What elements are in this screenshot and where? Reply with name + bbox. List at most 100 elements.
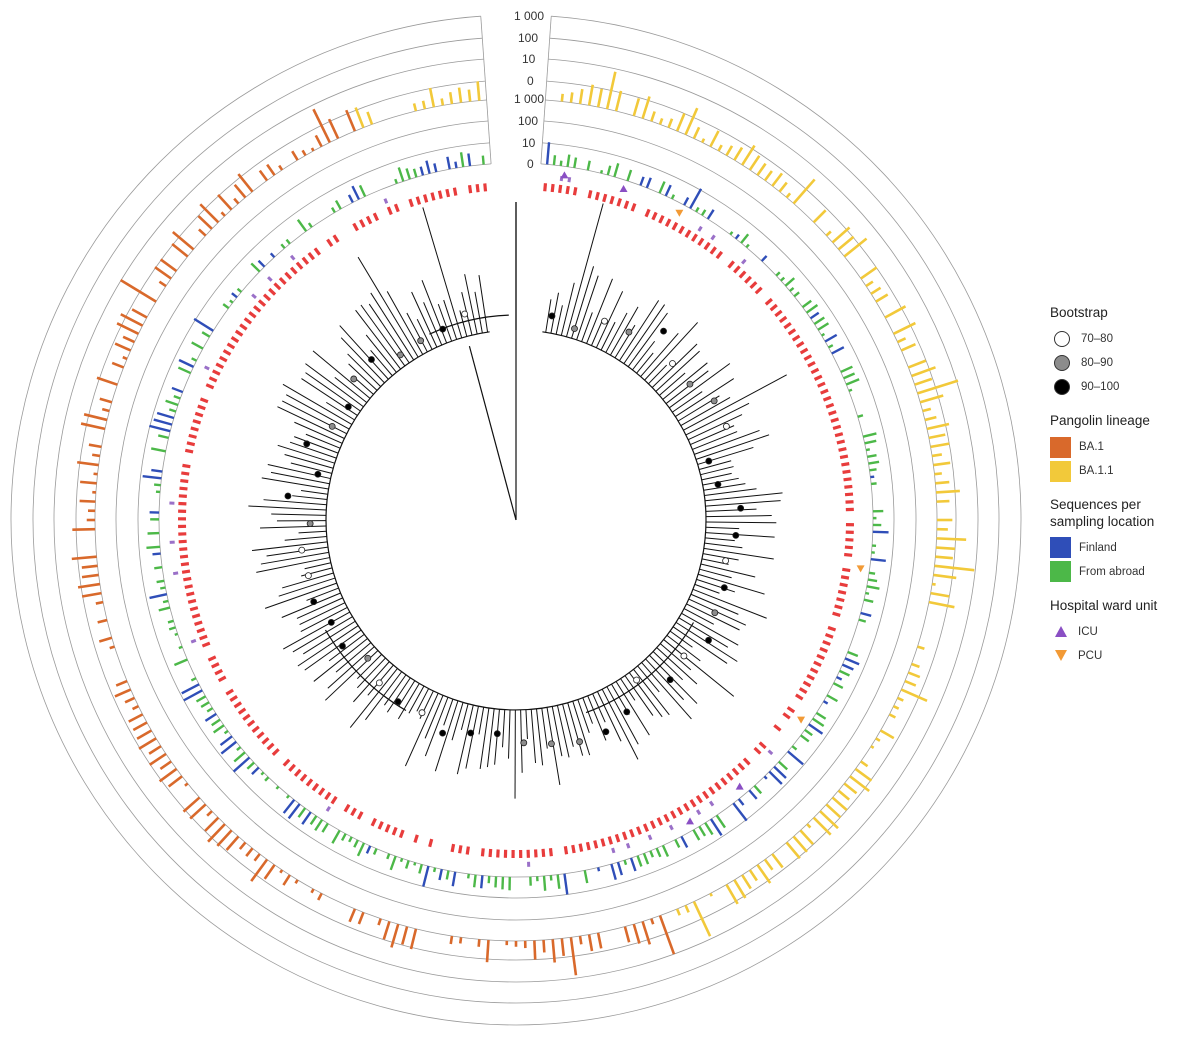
lineage-bar [560,938,566,957]
tree-branch [665,370,709,404]
sampling-bar [467,153,472,167]
strip-tick [178,539,187,544]
strip-tick [689,799,697,808]
tree-branch [267,464,331,480]
strip-tick [408,198,414,208]
tree-branch [590,320,603,346]
inner-scale-labels: 1 000 100 10 0 [514,92,544,171]
lineage-bar [114,342,132,352]
legend-pangolin-title: Pangolin lineage [1050,413,1150,429]
tree-branch [443,699,454,726]
legend-bootstrap: Bootstrap 70–80 80–90 90–100 [1050,305,1195,399]
sampling-bar [734,233,740,240]
sampling-bar [146,545,161,549]
tree-branch [525,709,528,739]
tree-branch [633,669,670,716]
tree-branch [644,322,699,381]
lineage-bar [449,935,454,945]
lineage-bar [216,829,233,847]
bootstrap-node [710,397,718,405]
strip-tick [635,826,642,835]
strip-tick [257,299,267,307]
outer-scale-label-10: 10 [522,52,536,66]
lineage-bar [122,335,135,344]
tree-branch [530,709,537,764]
strip-tick [488,848,493,858]
lineage-bar [658,915,676,955]
tree-branch [555,305,563,335]
sampling-bar [212,724,225,734]
bootstrap-node [303,440,311,448]
strip-tick [839,454,849,460]
lineage-bar [98,636,113,643]
icu-marker [686,817,694,825]
tree-branch [305,363,364,408]
sampling-bar [356,842,366,857]
strip-tick [783,321,792,330]
lineage-bar [650,111,656,122]
bootstrap-node [304,572,312,580]
lineage-bar [926,422,950,431]
strip-tick [370,817,377,827]
lineage-bar [792,178,816,205]
lineage-bar [115,679,128,687]
tree-branch [459,310,468,337]
tree-branch [697,573,765,595]
legend-ward: Hospital ward unit ICU PCU [1050,598,1195,668]
tree-branch [703,547,774,560]
tree-branch [536,708,544,766]
lineage-bar [709,892,713,897]
tree-branch [551,706,563,757]
tree-branch [597,691,622,742]
lineage-bar [717,144,723,152]
legend-item-label: PCU [1078,649,1103,662]
strip-tick [676,806,684,816]
sampling-bar [438,868,443,881]
lineage-bar [928,433,946,440]
sampling-bar [844,657,860,666]
strip-tick [642,823,649,832]
lineage-bar [709,130,720,148]
sampling-bar [869,468,877,472]
tree-branch [640,332,679,377]
strip-tick [806,674,815,681]
sampling-bar [177,366,192,375]
bootstrap-node [669,360,676,367]
strip-tick [243,317,253,325]
strip-tick [822,639,831,646]
sampling-bar [220,740,237,755]
lineage-bar [182,796,201,813]
legend-bootstrap-title: Bootstrap [1050,305,1108,320]
tree-branch [656,647,698,685]
bootstrap-node [720,584,728,592]
strip-tick [614,833,621,843]
lineage-bar [109,645,115,650]
lineage-bar [81,591,102,598]
strip-tick [199,397,209,404]
strip-tick [214,668,223,676]
lineage-bar [870,286,882,295]
lineage-bar [301,149,307,157]
strip-tick [628,828,635,838]
lineage-bar [448,91,454,105]
legend-sampling-title: Sequences per sampling location [1050,497,1155,529]
tree-branch [669,363,731,409]
tree-branch [478,275,489,333]
legend-pangolin: Pangolin lineage BA.1 BA.1.1 [1050,413,1195,483]
sampling-bar [549,875,553,881]
sampling-bar [789,287,795,292]
sampling-bar [229,299,234,304]
strip-alt-tick [267,276,273,282]
sampling-bar [809,311,820,320]
sampling-bar [201,331,211,338]
sampling-bar [446,156,451,170]
legend-sampling: Sequences per sampling location Finland … [1050,497,1195,583]
tree-branch [349,668,398,728]
bootstrap-node [394,698,402,706]
tree-branch [662,362,708,400]
strip-tick [824,632,834,639]
lineage-bar [919,394,944,404]
lineage-bar [930,591,950,598]
bootstrap-node [633,676,640,684]
tree-branch [383,674,407,706]
